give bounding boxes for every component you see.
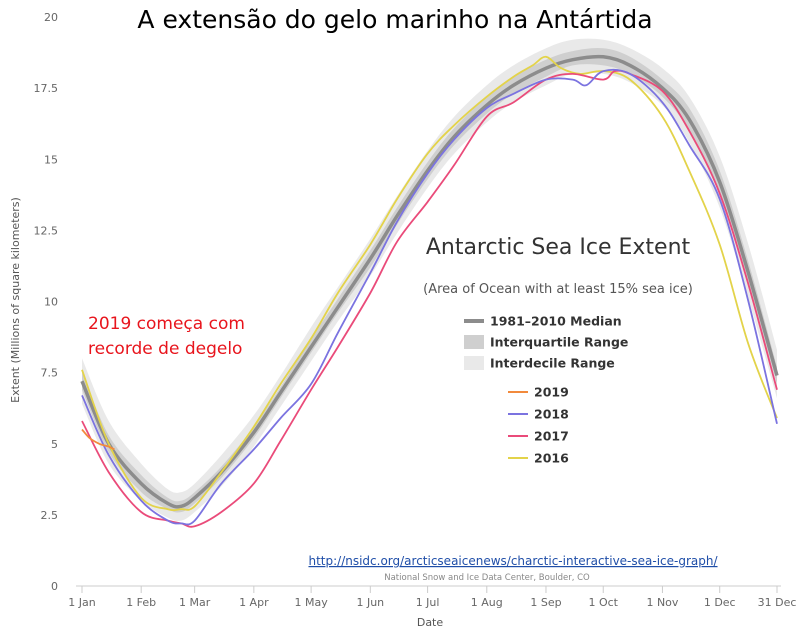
legend-label-2019: 2019 <box>534 385 569 400</box>
legend-swatch-interdecile <box>464 356 484 370</box>
y-tick-label: 20 <box>44 11 58 24</box>
inner-subtitle: (Area of Ocean with at least 15% sea ice… <box>423 282 693 297</box>
legend-swatch-interquartile <box>464 335 484 349</box>
y-tick-label: 7.5 <box>41 367 59 380</box>
legend-label-interquartile: Interquartile Range <box>490 335 628 350</box>
x-axis-label: Date <box>417 616 444 629</box>
x-tick-label: 1 Jun <box>356 596 384 609</box>
legend-label-median: 1981–2010 Median <box>490 314 622 329</box>
source-link[interactable]: http://nsidc.org/arcticseaicenews/charct… <box>308 554 718 568</box>
y-tick-label: 5 <box>51 438 58 451</box>
median-line <box>80 54 779 509</box>
annotation-line-2: recorde de degelo <box>88 339 242 359</box>
inner-title: Antarctic Sea Ice Extent <box>426 235 691 260</box>
x-axis-ticks: 1 Jan 1 Feb 1 Mar 1 Apr 1 May 1 Jun 1 Jul 1 Aug… <box>68 585 797 609</box>
legend: 1981–2010 Median Interquartile Range Inter… <box>455 308 629 466</box>
y-tick-label: 0 <box>51 580 58 593</box>
x-tick-label: 1 Jan <box>68 596 95 609</box>
range-bands <box>82 38 777 521</box>
y-tick-label: 10 <box>44 296 58 309</box>
legend-label-2018: 2018 <box>534 407 569 422</box>
y-tick-label: 17.5 <box>34 82 59 95</box>
x-tick-label: 1 Aug <box>471 596 503 609</box>
y-axis-label: Extent (Millions of square kilometers) <box>9 197 22 403</box>
x-tick-label: 1 Jul <box>416 596 440 609</box>
x-tick-label: 1 Nov <box>646 596 678 609</box>
series-line-2019 <box>81 428 115 451</box>
x-tick-label: 1 Mar <box>179 596 211 609</box>
series-line-2017 <box>81 69 778 528</box>
legend-label-2017: 2017 <box>534 429 569 444</box>
y-tick-label: 12.5 <box>34 224 59 237</box>
x-tick-label: 1 Dec <box>704 596 736 609</box>
y-axis-ticks: 0 2.5 5 7.5 10 12.5 15 17.5 20 <box>34 11 59 593</box>
chart-title: A extensão do gelo marinho na Antártida <box>137 5 652 34</box>
legend-label-2016: 2016 <box>534 451 569 466</box>
legend-label-interdecile: Interdecile Range <box>490 356 615 371</box>
x-tick-label: 1 Sep <box>530 596 561 609</box>
x-tick-label: 31 Dec <box>758 596 797 609</box>
interdecile-band <box>82 38 777 521</box>
x-tick-label: 1 Apr <box>239 596 269 609</box>
x-tick-label: 1 Feb <box>126 596 156 609</box>
series-line-2018 <box>81 68 778 526</box>
x-tick-label: 1 Oct <box>588 596 618 609</box>
y-tick-label: 2.5 <box>41 509 59 522</box>
series-line-2016 <box>81 55 778 512</box>
credit-text: National Snow and Ice Data Center, Bould… <box>384 573 590 583</box>
annotation-line-1: 2019 começa com <box>88 314 245 334</box>
series-lines <box>80 54 779 528</box>
y-tick-label: 15 <box>44 153 58 166</box>
x-tick-label: 1 May <box>294 596 328 609</box>
